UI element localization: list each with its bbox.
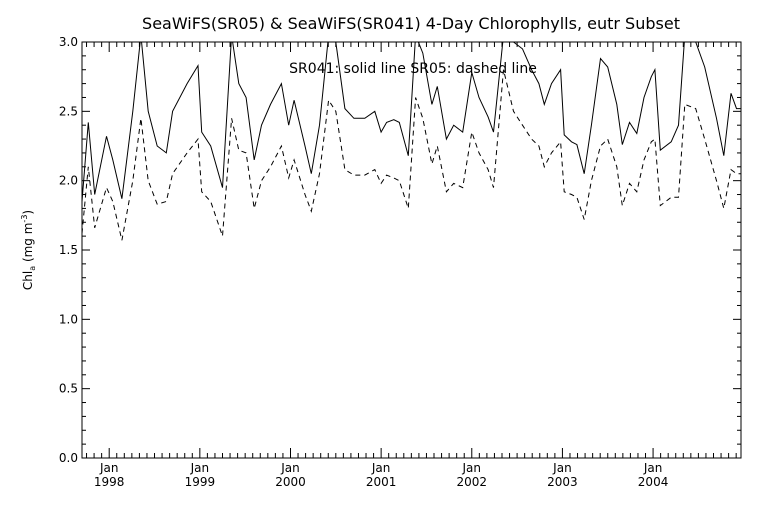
x-tick-month-label: Jan [99,461,119,475]
x-tick-year-label: 1998 [94,475,125,489]
x-tick-year-label: 2002 [457,475,488,489]
y-axis-label: Chla (mg m-3) [20,210,37,290]
y-tick-label: 2.0 [59,174,78,188]
y-tick-label: 3.0 [59,35,78,49]
x-tick-year-label: 2004 [638,475,669,489]
series-line-sr041 [82,42,741,202]
x-tick-year-label: 2003 [547,475,578,489]
x-tick-month-label: Jan [190,461,210,475]
legend-annotation: SR041: solid line SR05: dashed line [289,61,537,77]
y-tick-label: 1.5 [59,243,78,257]
y-axis-label-mid: (mg m [21,223,35,266]
x-tick-month-label: Jan [371,461,391,475]
series-line-sr05 [82,69,741,241]
y-axis: 0.0 0.5 1.0 1.5 2.0 2.5 3.0 [59,35,741,465]
y-tick-label: 1.0 [59,312,78,326]
x-tick-year-label: 2001 [366,475,397,489]
chart-title: SeaWiFS(SR05) & SeaWiFS(SR041) 4-Day Chl… [142,14,680,33]
x-axis: Jan1998Jan1999Jan2000Jan2001Jan2002Jan20… [86,42,737,489]
x-tick-year-label: 1999 [185,475,216,489]
series-layer [82,42,741,241]
x-tick-month-label: Jan [552,461,572,475]
x-tick-month-label: Jan [462,461,482,475]
y-axis-label-sub: a [28,266,37,271]
y-axis-label-end: ) [21,210,35,215]
y-tick-label: 2.5 [59,104,78,118]
x-tick-month-label: Jan [280,461,300,475]
y-tick-label: 0.5 [59,382,78,396]
y-tick-label: 0.0 [59,451,78,465]
y-axis-label-base: Chl [21,271,35,290]
y-axis-label-sup: -3 [20,215,29,223]
x-tick-month-label: Jan [643,461,663,475]
x-tick-year-label: 2000 [275,475,306,489]
